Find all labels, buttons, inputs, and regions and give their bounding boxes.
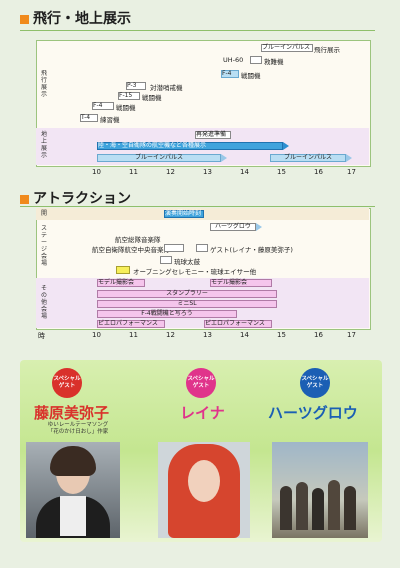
hour-tick: 15 bbox=[277, 331, 286, 339]
section-title-flight-text: 飛行・地上展示 bbox=[33, 11, 131, 27]
schedule-bar: ミニSL bbox=[97, 300, 277, 308]
schedule-bar: F-4 bbox=[221, 70, 239, 78]
hour-tick: 10 bbox=[92, 168, 101, 176]
arrow-icon bbox=[221, 154, 227, 162]
guest-panel: スペシャルゲスト 藤原美弥子 ゆいレールテーマソング「花のかけ日おし」作家 スペ… bbox=[20, 360, 382, 542]
schedule-bar: 再発進準備 bbox=[195, 131, 231, 139]
schedule-bar: ピエロパフォーマンス bbox=[204, 320, 272, 328]
schedule-label: 琉球太鼓 bbox=[174, 258, 200, 266]
schedule-note: 戦闘機 bbox=[142, 94, 162, 102]
guest-name: レイナ bbox=[180, 404, 225, 422]
orange-square-icon bbox=[20, 15, 29, 24]
group-label-air: 飛行展示 bbox=[40, 70, 47, 98]
schedule-bar: ハーツグロウ bbox=[210, 223, 256, 231]
guest-photo bbox=[272, 442, 368, 538]
schedule-bar: 演奏開始時刻 bbox=[164, 210, 204, 218]
group-label-c: その他会場 bbox=[40, 285, 47, 320]
schedule-note: 戦闘機 bbox=[116, 104, 136, 112]
hour-tick: 16 bbox=[314, 168, 323, 176]
hour-tick: 14 bbox=[240, 331, 249, 339]
schedule-bar: F-4戦闘機と写ろう bbox=[97, 310, 237, 318]
schedule-bar: ピエロパフォーマンス bbox=[97, 320, 165, 328]
hour-tick: 13 bbox=[203, 168, 212, 176]
group-label-a: 開 bbox=[40, 210, 47, 217]
schedule-note: 救難機 bbox=[264, 58, 284, 66]
schedule-bar: F-15 bbox=[118, 92, 140, 100]
special-guest-badge: スペシャルゲスト bbox=[186, 368, 216, 398]
section-title-attraction-text: アトラクション bbox=[33, 191, 131, 207]
schedule-bar: 陸・海・空自衛隊の航空機など各種展示 bbox=[97, 142, 283, 150]
schedule-note: 飛行展示 bbox=[314, 46, 340, 54]
hour-tick: 11 bbox=[129, 331, 138, 339]
arrow-icon bbox=[346, 154, 352, 162]
hour-tick: 12 bbox=[166, 331, 175, 339]
group-label-b: ステージ会場 bbox=[40, 225, 47, 267]
special-guest-badge: スペシャルゲスト bbox=[300, 368, 330, 398]
schedule-bar bbox=[196, 244, 208, 252]
guest-photo bbox=[26, 442, 120, 538]
schedule-bar bbox=[116, 266, 130, 274]
schedule-bar: F-4 bbox=[92, 102, 114, 110]
hour-tick: 10 bbox=[92, 331, 101, 339]
schedule-bar: ブルーインパルス bbox=[261, 44, 313, 52]
schedule-label: UH-60 bbox=[223, 56, 244, 64]
time-axis-attraction: 時 10 11 12 13 14 15 16 17 bbox=[0, 331, 400, 343]
schedule-bar: モデル撮影会 bbox=[97, 279, 145, 287]
guest-name: ハーツグロウ bbox=[268, 404, 358, 422]
schedule-bar: ブルーインパルス bbox=[270, 154, 346, 162]
section-title-attraction: アトラクション bbox=[20, 188, 131, 208]
guest-name: 藤原美弥子 bbox=[34, 404, 110, 422]
group-label-ground: 地上展示 bbox=[40, 131, 47, 159]
schedule-bar bbox=[250, 56, 262, 64]
hour-tick: 17 bbox=[347, 168, 356, 176]
orange-square-icon bbox=[20, 195, 29, 204]
time-axis-flight: 10 11 12 13 14 15 16 17 bbox=[0, 168, 400, 180]
hour-tick: 16 bbox=[314, 331, 323, 339]
section-title-flight: 飛行・地上展示 bbox=[20, 8, 131, 28]
arrow-icon bbox=[283, 142, 289, 150]
schedule-label: ゲスト(レイナ・藤原美弥子) bbox=[210, 246, 293, 254]
schedule-bar bbox=[160, 256, 172, 264]
schedule-note: 戦闘機 bbox=[241, 72, 261, 80]
schedule-bar: モデル撮影会 bbox=[210, 279, 272, 287]
hour-tick: 11 bbox=[129, 168, 138, 176]
schedule-bar bbox=[164, 244, 184, 252]
schedule-label: オープニングセレモニー・琉球エイサー他 bbox=[133, 268, 257, 276]
hour-tick: 13 bbox=[203, 331, 212, 339]
hour-tick: 12 bbox=[166, 168, 175, 176]
schedule-label: 航空総隊音楽隊 bbox=[115, 236, 161, 244]
schedule-note: 練習機 bbox=[100, 116, 120, 124]
hour-tick: 14 bbox=[240, 168, 249, 176]
schedule-bar: T-4 bbox=[80, 114, 98, 122]
axis-start-label: 時 bbox=[38, 332, 45, 340]
guest-caption: ゆいレールテーマソング「花のかけ日おし」作家 bbox=[47, 422, 109, 435]
hour-tick: 15 bbox=[277, 168, 286, 176]
schedule-bar: スタンプラリー bbox=[97, 290, 277, 298]
schedule-label: 航空自衛隊航空中央音楽隊 bbox=[92, 246, 170, 254]
schedule-bar: ブルーインパルス bbox=[97, 154, 221, 162]
special-guest-badge: スペシャルゲスト bbox=[52, 368, 82, 398]
schedule-note: 対潜哨戒機 bbox=[150, 84, 183, 92]
hour-tick: 17 bbox=[347, 331, 356, 339]
guest-photo bbox=[158, 442, 250, 538]
divider bbox=[20, 206, 375, 207]
arrow-icon bbox=[256, 223, 262, 231]
schedule-bar: P-3 bbox=[126, 82, 146, 90]
divider bbox=[20, 30, 375, 31]
